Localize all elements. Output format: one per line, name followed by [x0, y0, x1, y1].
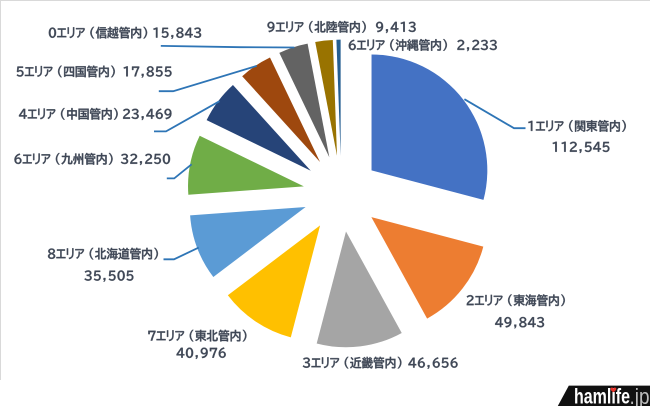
svg-text:.jp: .jp — [630, 384, 650, 406]
svg-text:hamlife: hamlife — [574, 386, 630, 406]
